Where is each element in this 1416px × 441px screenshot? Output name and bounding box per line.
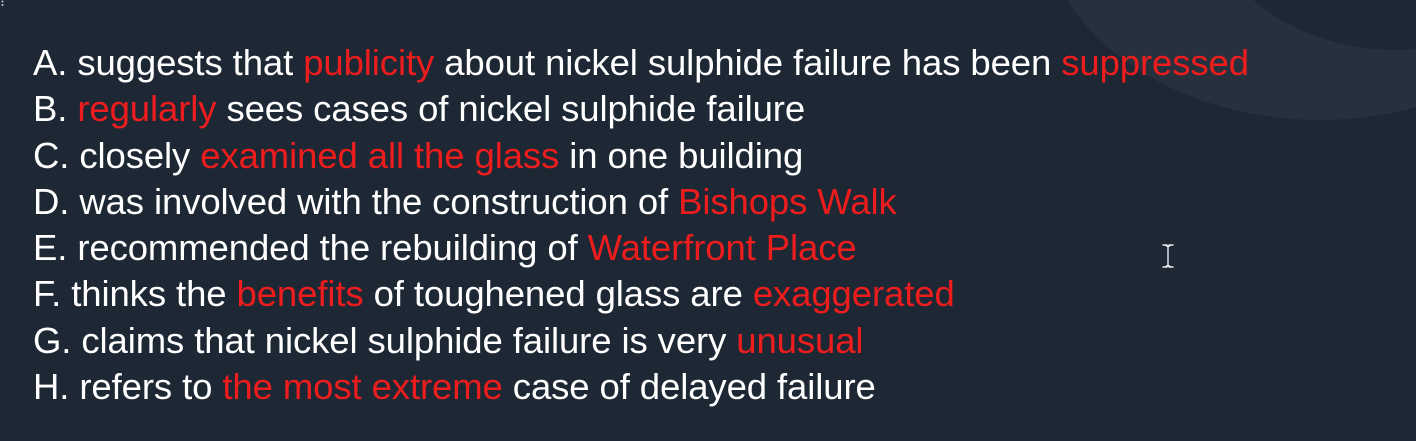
option-text: in one building [559, 134, 804, 176]
option-c[interactable]: C. closely examined all the glass in one… [33, 133, 1249, 179]
option-text: F. thinks the [33, 273, 237, 315]
vertical-dots-icon [1, 0, 4, 10]
option-a[interactable]: A. suggests that publicity about nickel … [33, 40, 1249, 86]
option-d[interactable]: D. was involved with the construction of… [33, 179, 1249, 225]
highlight-phrase: Bishops Walk [678, 180, 897, 222]
option-text: H. refers to [33, 366, 223, 408]
option-text: E. recommended the rebuilding of [33, 227, 588, 269]
highlight-phrase: regularly [77, 88, 217, 130]
highlight-phrase: the most extreme [222, 366, 503, 408]
highlight-phrase: Waterfront Place [587, 227, 857, 269]
highlight-phrase: examined all the glass [200, 134, 560, 176]
option-g[interactable]: G. claims that nickel sulphide failure i… [33, 318, 1249, 364]
option-e[interactable]: E. recommended the rebuilding of Waterfr… [33, 225, 1249, 271]
option-text: about nickel sulphide failure has been [434, 42, 1062, 83]
highlight-phrase: publicity [303, 42, 435, 83]
highlight-phrase: suppressed [1061, 42, 1249, 83]
highlight-phrase: exaggerated [752, 273, 955, 315]
option-text: C. closely [33, 134, 201, 176]
option-f[interactable]: F. thinks the benefits of toughened glas… [33, 271, 1249, 317]
option-list: A. suggests that publicity about nickel … [33, 40, 1249, 410]
option-text: B. [33, 88, 78, 130]
option-text: of toughened glass are [363, 273, 753, 315]
option-b[interactable]: B. regularly sees cases of nickel sulphi… [33, 86, 1249, 132]
option-text: G. claims that nickel sulphide failure i… [33, 319, 737, 361]
i-beam-cursor-icon [1162, 244, 1174, 268]
option-text: D. was involved with the construction of [33, 180, 679, 222]
highlight-phrase: benefits [236, 273, 364, 315]
option-text: case of delayed failure [502, 366, 876, 408]
option-text: A. suggests that [33, 42, 304, 83]
highlight-phrase: unusual [736, 319, 864, 361]
option-h[interactable]: H. refers to the most extreme case of de… [33, 364, 1249, 410]
option-text: sees cases of nickel sulphide failure [216, 88, 806, 130]
